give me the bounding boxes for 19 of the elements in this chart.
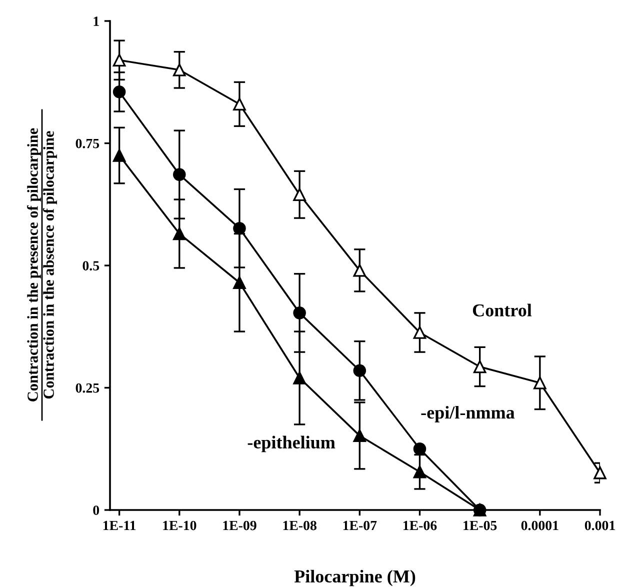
y-tick-label: 0.5 <box>82 261 100 271</box>
x-tick-label: 1E-09 <box>223 520 256 530</box>
text: Control <box>472 304 532 316</box>
series-label: -epi/l-nmma <box>421 406 515 422</box>
x-tick-label: 1E-11 <box>103 520 136 530</box>
y-tick-label: 0 <box>93 506 100 515</box>
x-tick-label: 0.001 <box>584 520 615 530</box>
x-tick-label: 0.0001 <box>521 520 558 530</box>
y-tick-label: 1 <box>94 16 99 26</box>
y-tick-label: 0.25 <box>76 383 100 393</box>
x-tick-label: 1E-05 <box>464 520 497 530</box>
x-axis-title: Pilocarpine (M) <box>294 570 416 586</box>
series-label: -epithelium <box>248 436 336 452</box>
y-axis-title: Contraction in the presence of pilocarpine Contraction in the absence of pilocarpine <box>26 128 58 402</box>
y-tick-label: 0.75 <box>76 138 100 148</box>
x-tick-label: 1E-07 <box>343 520 377 530</box>
x-tick-label: 1E-06 <box>403 520 437 530</box>
x-tick-label: 1E-10 <box>163 520 196 530</box>
x-tick-label: 1E-08 <box>283 520 316 530</box>
